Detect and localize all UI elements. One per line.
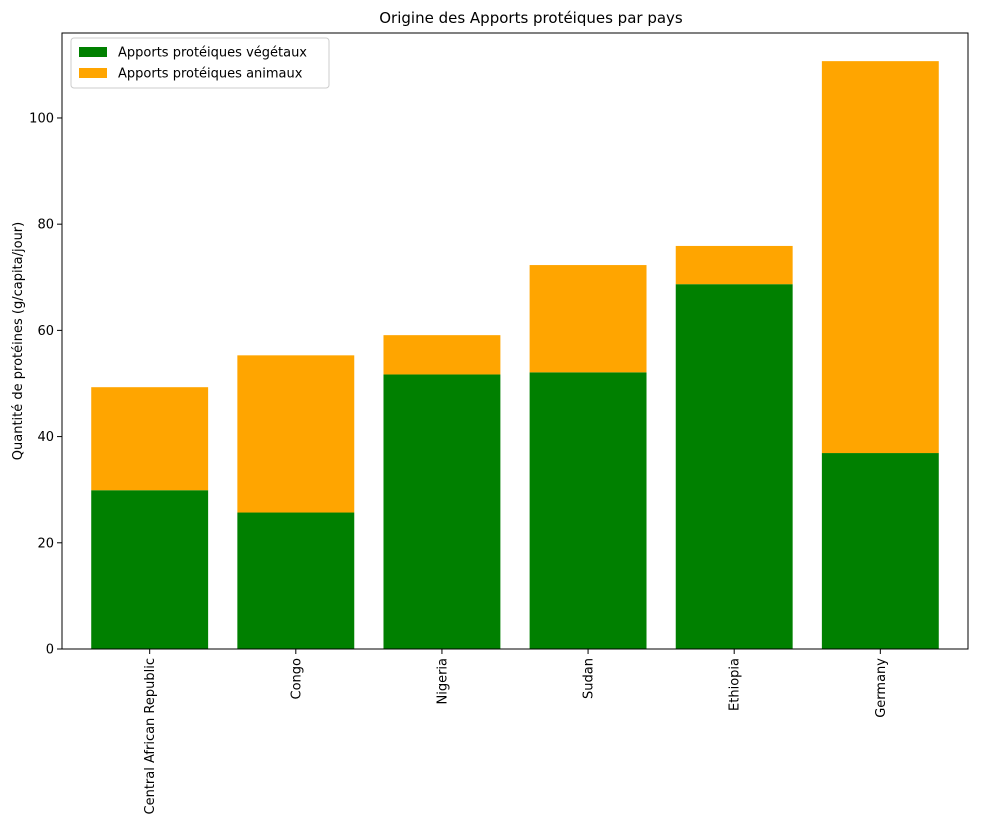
bar-vegetal-congo (237, 512, 355, 649)
legend-box (70, 37, 330, 89)
y-tick-label: 20 (37, 536, 54, 551)
legend-swatch-animal (79, 68, 107, 78)
bars-group (91, 61, 939, 649)
legend: Apports protéiques végétaux Apports proté… (70, 37, 330, 89)
x-tick-label: Germany (874, 658, 889, 718)
x-axis: Central African Republic Congo Nigeria Suda… (143, 649, 889, 814)
bar-vegetal-central-african-republic (91, 490, 209, 649)
y-tick-label: 80 (37, 218, 54, 233)
x-tick-label: Sudan (582, 658, 597, 699)
x-tick-label: Nigeria (435, 658, 450, 705)
legend-swatch-vegetal (79, 47, 107, 57)
y-tick-label: 60 (37, 324, 54, 339)
legend-label-vegetal: Apports protéiques végétaux (118, 46, 307, 61)
bar-animal-sudan (529, 265, 647, 373)
x-tick-label: Congo (289, 658, 304, 700)
legend-label-animal: Apports protéiques animaux (118, 67, 303, 82)
bar-animal-congo (237, 355, 355, 513)
bar-vegetal-germany (821, 453, 939, 649)
bar-animal-ethiopia (675, 245, 793, 285)
chart-title: Origine des Apports protéiques par pays (379, 9, 683, 27)
y-axis: 0 20 40 60 80 100 (29, 111, 62, 658)
bar-vegetal-nigeria (383, 374, 501, 649)
y-tick-label: 0 (46, 643, 54, 658)
plot-frame (61, 32, 969, 650)
y-tick-label: 40 (37, 430, 54, 445)
bar-animal-germany (821, 61, 939, 454)
bar-vegetal-sudan (529, 372, 647, 649)
bar-vegetal-ethiopia (675, 284, 793, 649)
x-tick-label: Ethiopia (728, 658, 743, 711)
x-tick-label: Central African Republic (143, 658, 158, 814)
y-axis-label: Quantité de protéines (g/capita/jour) (11, 222, 26, 460)
y-tick-label: 100 (29, 111, 54, 126)
bar-animal-central-african-republic (91, 387, 209, 491)
bar-animal-nigeria (383, 335, 501, 375)
